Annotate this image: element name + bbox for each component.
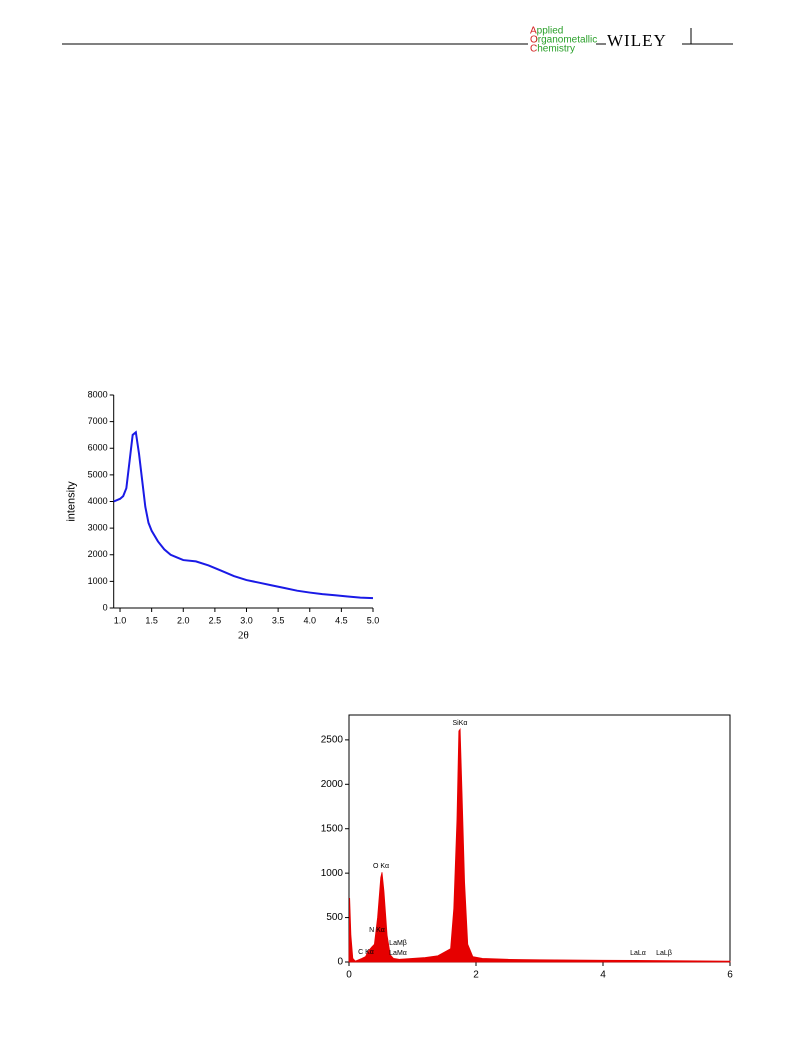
x-tick-label: 2: [473, 970, 479, 981]
data-line: [113, 430, 374, 600]
y-tick-label: 2000: [321, 779, 344, 790]
logo-line: Organometallic: [530, 35, 597, 46]
y-tick-label: 0: [103, 602, 108, 612]
svg-text:C: C: [530, 44, 537, 55]
y-tick-label: 6000: [88, 443, 108, 453]
x-axis-label: 2θ: [238, 630, 249, 642]
y-tick-label: 5000: [88, 469, 108, 479]
x-tick-label: 1.0: [114, 615, 127, 625]
peak-label: LaMα: [389, 950, 407, 957]
y-tick-label: 1000: [88, 576, 108, 586]
data-area: [348, 728, 731, 963]
x-tick-label: 2.5: [209, 615, 222, 625]
x-tick-label: 3.5: [272, 615, 285, 625]
publisher: WILEY: [607, 31, 667, 50]
y-tick-label: 4000: [88, 496, 108, 506]
logo-line: Chemistry: [530, 44, 575, 55]
y-axis-label: intensity: [66, 481, 78, 522]
x-tick-label: 1.5: [145, 615, 158, 625]
svg-text:A: A: [530, 26, 537, 37]
svg-text:O: O: [530, 35, 538, 46]
y-tick-label: 0: [337, 957, 343, 968]
peak-label: LaLα: [630, 950, 646, 957]
peak-label: SiKα: [453, 720, 468, 727]
y-tick-label: 2000: [88, 549, 108, 559]
x-tick-label: 4.5: [335, 615, 348, 625]
x-tick-label: 5.0: [367, 615, 380, 625]
plot-frame: [348, 714, 731, 963]
y-tick-label: 8000: [88, 389, 108, 399]
y-tick-label: 500: [326, 912, 343, 923]
x-tick-label: 3.0: [240, 615, 253, 625]
x-tick-label: 2.0: [177, 615, 190, 625]
x-tick-label: 0: [346, 970, 352, 981]
peak-label: O Kα: [373, 863, 389, 870]
peak-label: N Kα: [369, 927, 385, 934]
y-tick-label: 7000: [88, 416, 108, 426]
x-tick-label: 4: [600, 970, 606, 981]
x-tick-label: 6: [727, 970, 733, 981]
y-tick-label: 1000: [321, 868, 344, 879]
y-tick-label: 2500: [321, 735, 344, 746]
y-tick-label: 1500: [321, 823, 344, 834]
x-tick-label: 4.0: [303, 615, 316, 625]
peak-label: C Kα: [358, 949, 374, 956]
y-tick-label: 3000: [88, 523, 108, 533]
logo-line: Applied: [530, 26, 563, 37]
peak-label: LaLβ: [656, 950, 672, 957]
peak-label: LaMβ: [389, 940, 407, 947]
